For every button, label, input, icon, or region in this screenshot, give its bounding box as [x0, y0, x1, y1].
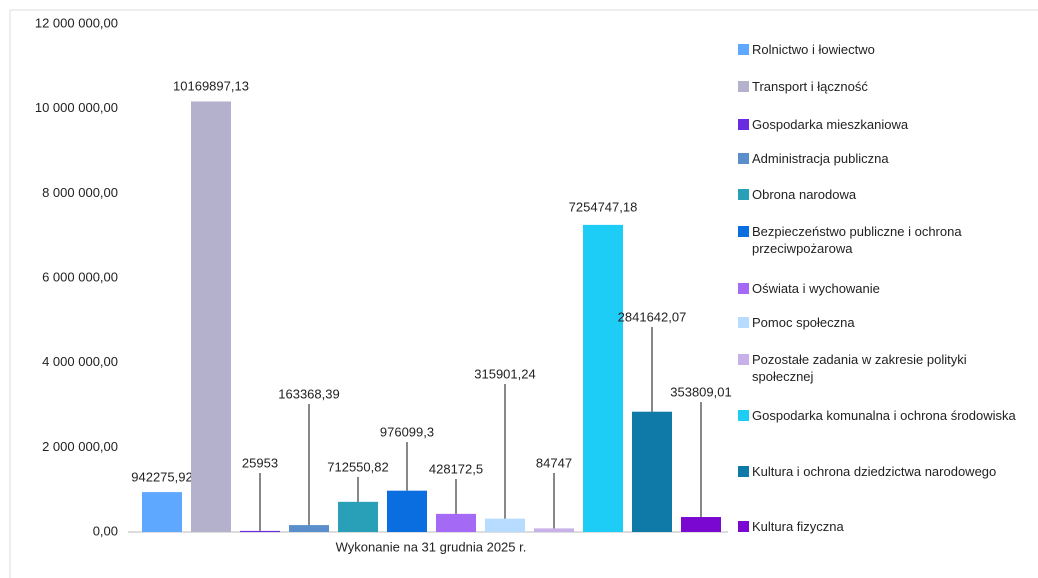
data-label: 712550,82: [327, 459, 388, 474]
data-label: 7254747,18: [569, 199, 638, 214]
y-tick-label: 2 000 000,00: [42, 439, 118, 454]
legend-entry: Oświata i wychowanie: [736, 280, 1027, 297]
legend-swatch: [738, 521, 749, 532]
y-tick-label: 4 000 000,00: [42, 354, 118, 369]
data-label: 942275,92: [131, 469, 192, 484]
legend-swatch: [738, 317, 749, 328]
bar: [436, 513, 476, 532]
bar: [387, 490, 427, 532]
legend-swatch: [738, 226, 749, 237]
x-tick-label: Wykonanie na 31 grudnia 2025 r.: [336, 539, 527, 554]
data-label: 163368,39: [278, 386, 339, 401]
y-tick-label: 6 000 000,00: [42, 269, 118, 284]
data-label: 10169897,13: [173, 78, 249, 93]
legend-label: Transport i łączność: [752, 79, 868, 94]
bar: [632, 411, 672, 532]
data-label: 2841642,07: [618, 309, 687, 324]
legend-entry: Obrona narodowa: [736, 186, 1027, 203]
legend-label: Obrona narodowa: [752, 187, 857, 202]
bar: [289, 525, 329, 532]
legend-label: Kultura fizyczna: [752, 519, 844, 534]
legend-entry: Gospodarka mieszkaniowa: [736, 116, 1027, 133]
data-label: 315901,24: [474, 366, 535, 381]
data-label: 353809,01: [670, 384, 731, 399]
y-tick-label: 12 000 000,00: [35, 15, 118, 30]
legend-label: Bezpieczeństwo publiczne i ochrona przec…: [752, 224, 962, 256]
y-tick-label: 10 000 000,00: [35, 100, 118, 115]
legend-entry: Kultura i ochrona dziedzictwa narodowego: [736, 463, 1027, 480]
legend-swatch: [738, 189, 749, 200]
bar: [338, 501, 378, 532]
legend-swatch: [738, 44, 749, 55]
legend-entry: Pozostałe zadania w zakresie polityki sp…: [736, 351, 1027, 385]
legend-entry: Pomoc społeczna: [736, 314, 1027, 331]
legend-entry: Bezpieczeństwo publiczne i ochrona przec…: [736, 223, 1027, 257]
data-label: 428172,5: [429, 461, 483, 476]
bar: [534, 528, 574, 532]
legend-label: Kultura i ochrona dziedzictwa narodowego: [752, 464, 997, 479]
legend-label: Gospodarka mieszkaniowa: [752, 117, 909, 132]
legend-swatch: [738, 354, 749, 365]
legend-entry: Gospodarka komunalna i ochrona środowisk…: [736, 407, 1027, 424]
bar: [583, 224, 623, 532]
y-tick-label: 8 000 000,00: [42, 185, 118, 200]
bar: [191, 101, 231, 532]
legend-entry: Rolnictwo i łowiectwo: [736, 41, 1027, 58]
data-label: 25953: [242, 455, 278, 470]
y-tick-label: 0,00: [93, 523, 118, 538]
legend-entry: Administracja publiczna: [736, 150, 1027, 167]
legend-label: Pomoc społeczna: [752, 315, 855, 330]
legend-label: Oświata i wychowanie: [752, 281, 880, 296]
legend-swatch: [738, 153, 749, 164]
legend-swatch: [738, 81, 749, 92]
legend-label: Gospodarka komunalna i ochrona środowisk…: [752, 408, 1016, 423]
legend-label: Rolnictwo i łowiectwo: [752, 42, 875, 57]
legend-swatch: [738, 119, 749, 130]
data-label: 84747: [536, 455, 572, 470]
data-label: 976099,3: [380, 424, 434, 439]
legend-swatch: [738, 283, 749, 294]
bar: [240, 530, 280, 532]
legend: Rolnictwo i łowiectwo Transport i łącznoś…: [736, 0, 1036, 578]
bar: [142, 492, 182, 532]
legend-swatch: [738, 466, 749, 477]
bar: [681, 517, 721, 532]
bar: [485, 518, 525, 532]
legend-entry: Kultura fizyczna: [736, 518, 1027, 535]
legend-entry: Transport i łączność: [736, 78, 1027, 95]
legend-label: Pozostałe zadania w zakresie polityki sp…: [752, 352, 967, 384]
legend-label: Administracja publiczna: [752, 151, 889, 166]
legend-swatch: [738, 410, 749, 421]
